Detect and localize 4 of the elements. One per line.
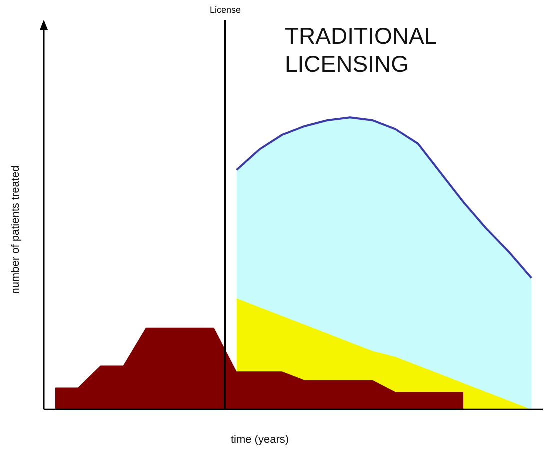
chart-title: TRADITIONAL LICENSING bbox=[285, 22, 438, 78]
x-axis-title: time (years) bbox=[230, 434, 290, 446]
y-axis-title: number of patients treated bbox=[10, 166, 22, 294]
text: License bbox=[210, 5, 241, 15]
